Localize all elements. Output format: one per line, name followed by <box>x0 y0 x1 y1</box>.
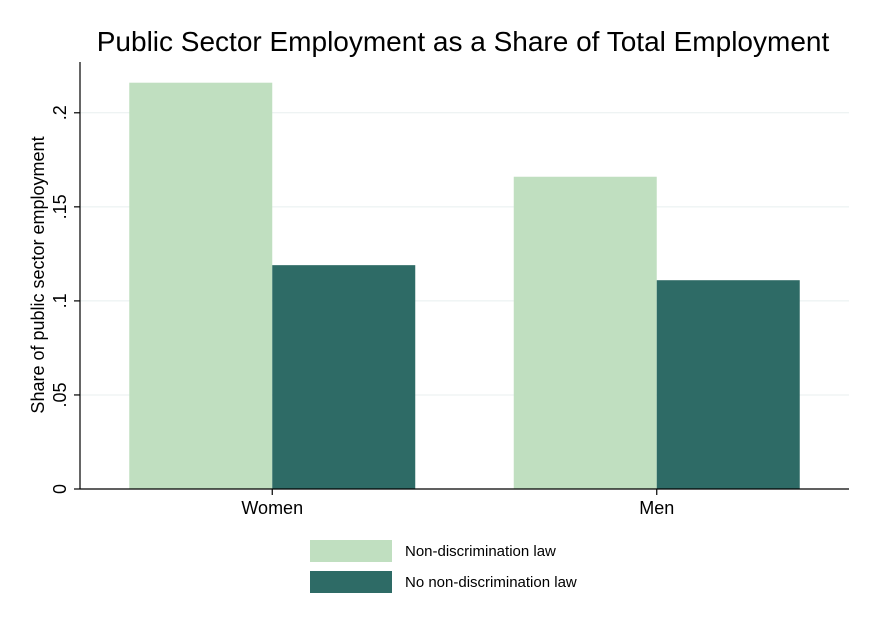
legend-label: No non-discrimination law <box>405 574 577 591</box>
y-axis-label: Share of public sector employment <box>28 136 48 413</box>
legend-swatch <box>310 571 392 593</box>
bars <box>129 82 800 490</box>
y-ticks: 0 .05 .1 .15 .2 <box>50 105 80 494</box>
y-tick-label: .2 <box>50 105 70 120</box>
x-category-label: Men <box>639 498 674 518</box>
x-category-label: Women <box>241 498 303 518</box>
y-tick-label: .05 <box>50 382 70 407</box>
y-tick-label: .15 <box>50 194 70 219</box>
bar-women-series-1 <box>129 82 273 490</box>
legend: Non-discrimination law No non-discriminat… <box>310 540 577 593</box>
bar-women-series-2 <box>272 265 416 489</box>
legend-swatch <box>310 540 392 562</box>
y-tick-label: .1 <box>50 293 70 308</box>
y-tick-label: 0 <box>50 484 70 494</box>
chart-title: Public Sector Employment as a Share of T… <box>97 26 830 57</box>
bar-men-series-1 <box>513 176 657 489</box>
bar-men-series-2 <box>656 280 800 489</box>
x-categories: Women Men <box>241 489 674 518</box>
legend-label: Non-discrimination law <box>405 543 556 560</box>
